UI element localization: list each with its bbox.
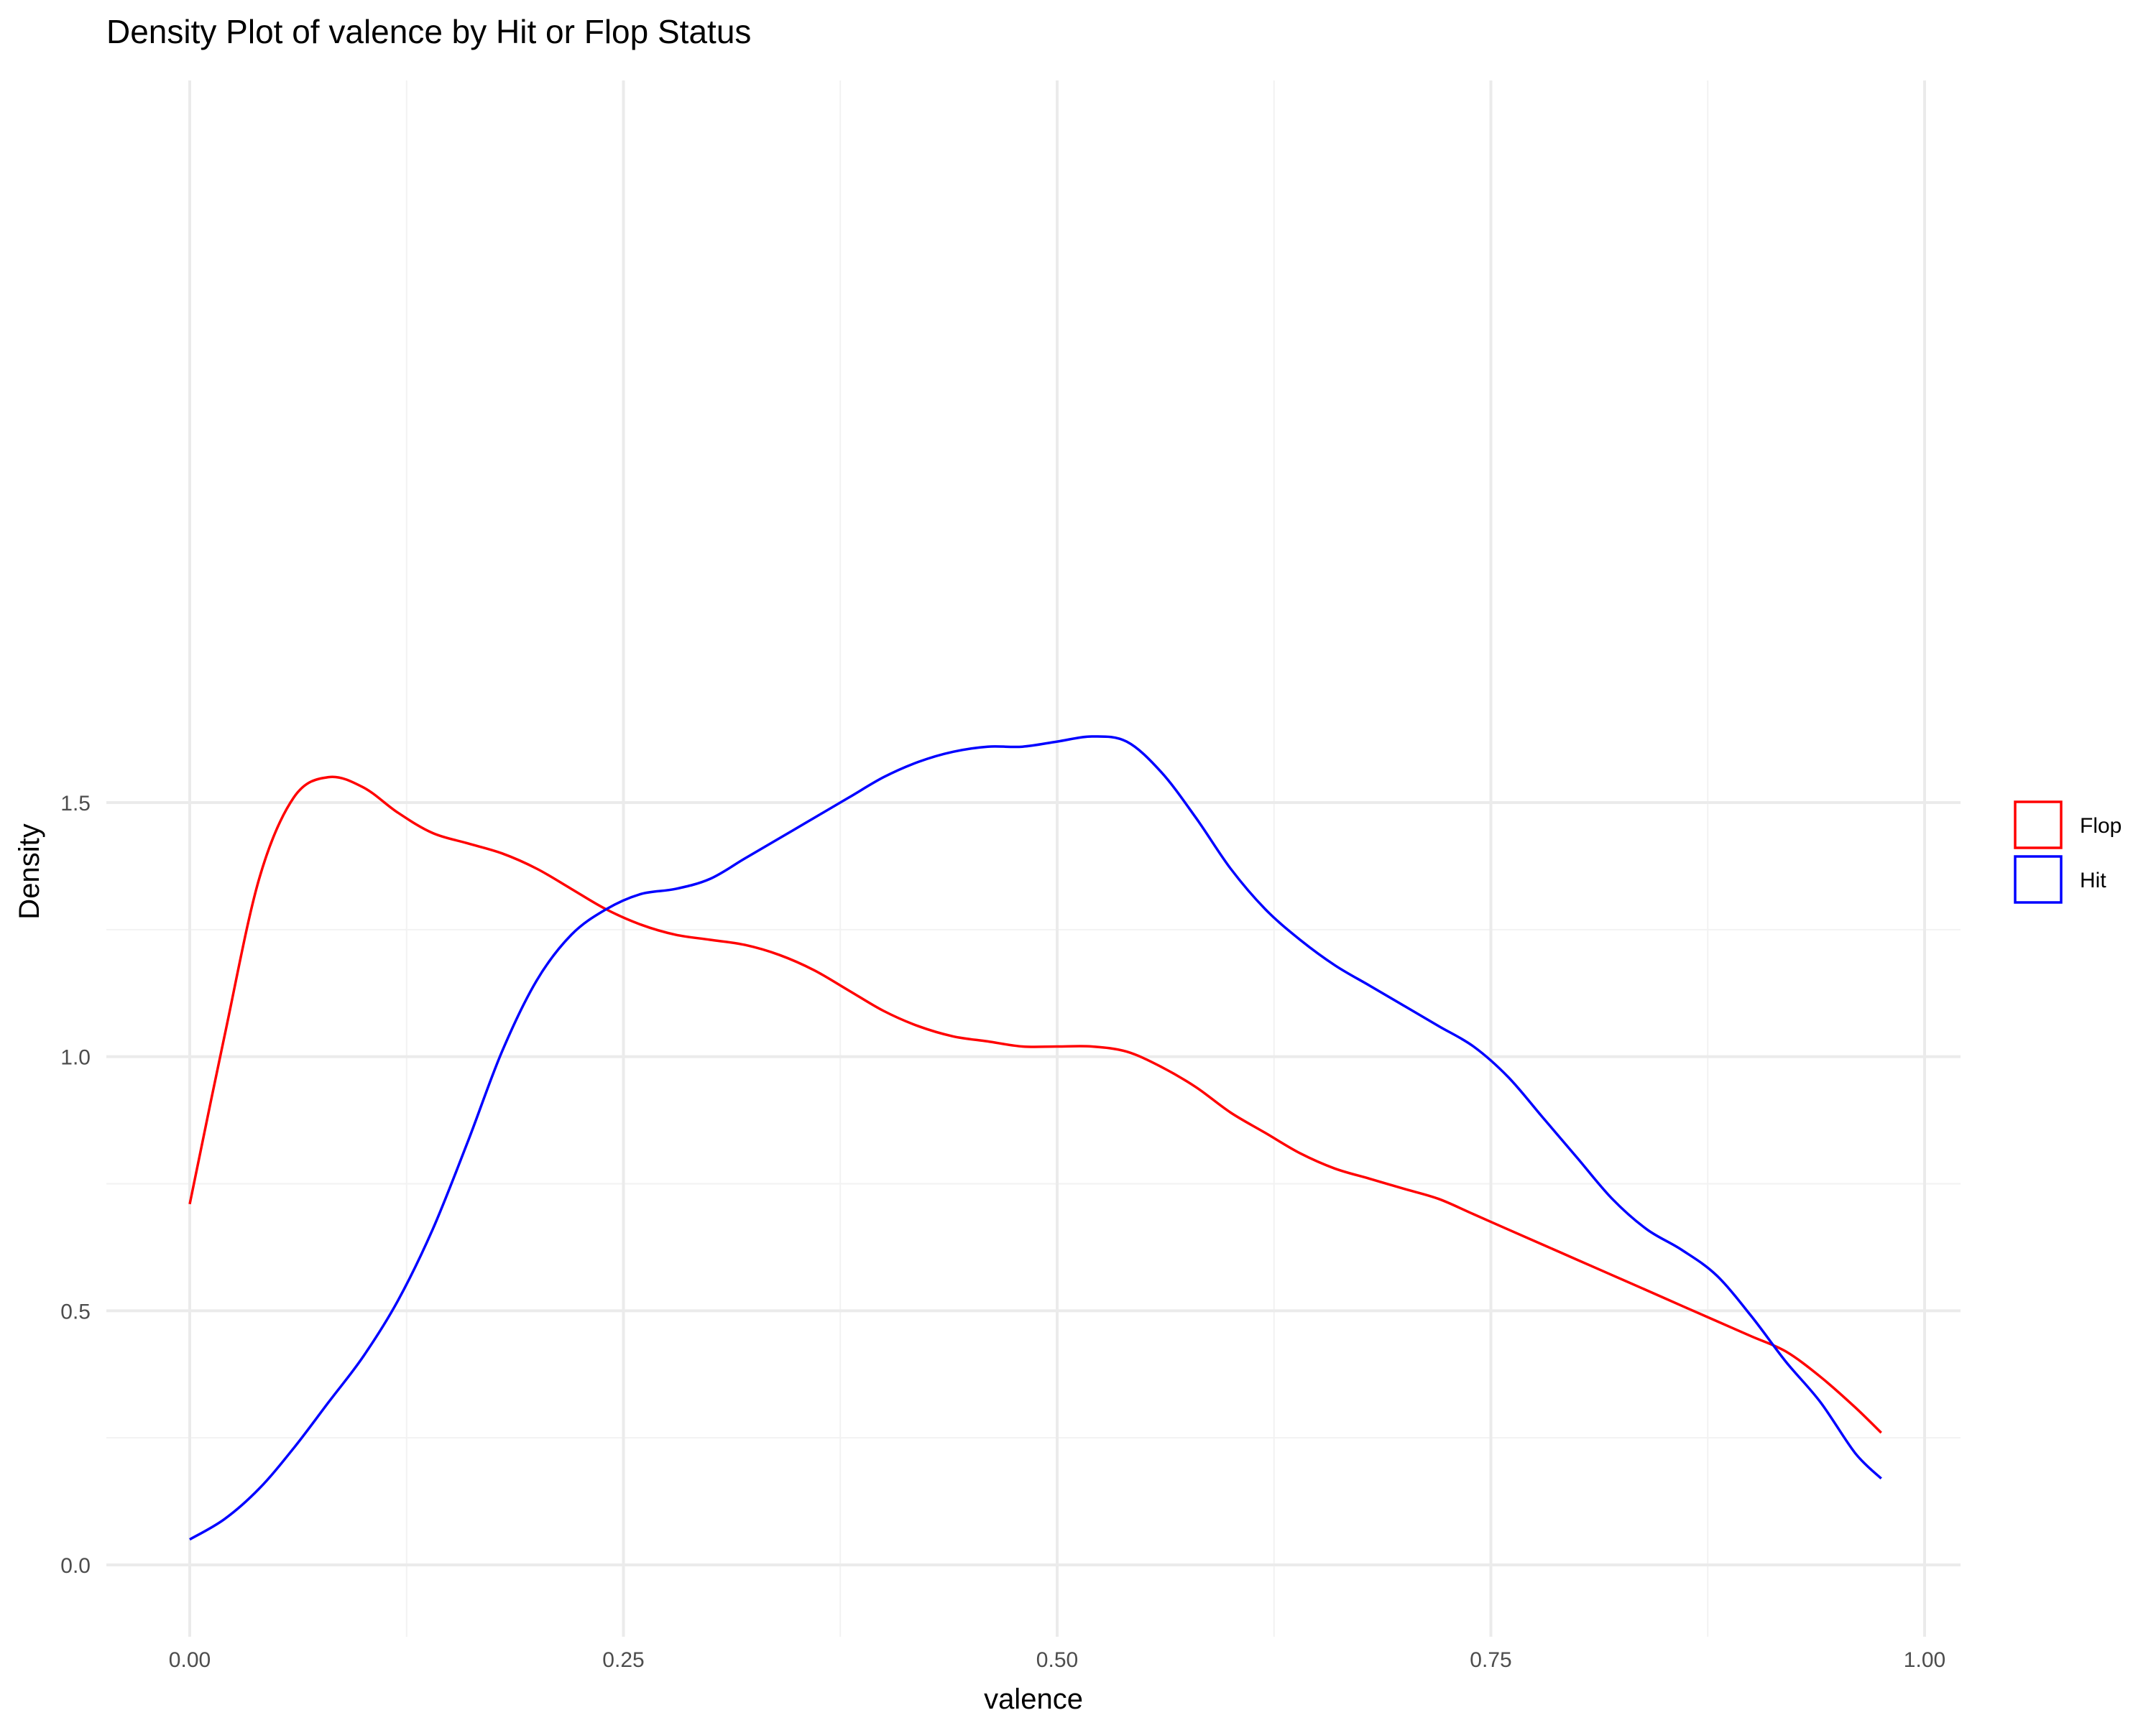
density-line-hit	[189, 735, 1882, 1541]
x-tick-label: 0.50	[1036, 1648, 1078, 1672]
legend-item-hit: Hit	[2014, 855, 2106, 904]
x-axis-ticks: 0.00 0.25 0.50 0.75 1.00	[169, 1648, 1945, 1672]
legend-item-flop: Flop	[2014, 800, 2122, 849]
y-tick-label: 0.0	[60, 1554, 91, 1578]
minor-gridlines	[106, 80, 1961, 1637]
density-line-flop	[188, 775, 1882, 1434]
x-tick-label: 0.25	[602, 1648, 644, 1672]
x-tick-label: 0.75	[1470, 1648, 1511, 1672]
y-tick-label: 1.5	[60, 792, 91, 816]
series-lines	[188, 735, 1882, 1541]
y-axis-title: Density	[14, 823, 45, 919]
legend-label-hit: Hit	[2080, 869, 2106, 892]
x-axis-title: valence	[984, 1683, 1083, 1715]
x-tick-label: 1.00	[1904, 1648, 1945, 1672]
legend-label-flop: Flop	[2080, 814, 2122, 838]
legend-key-flop	[2014, 800, 2063, 849]
legend-key-hit	[2014, 855, 2063, 904]
chart-title: Density Plot of valence by Hit or Flop S…	[106, 13, 751, 50]
y-tick-label: 1.0	[60, 1046, 91, 1070]
x-tick-label: 0.00	[169, 1648, 211, 1672]
y-tick-label: 0.5	[60, 1300, 91, 1323]
major-gridlines	[106, 80, 1961, 1637]
y-axis-ticks: 0.0 0.5 1.0 1.5	[60, 792, 91, 1578]
legend: Flop Hit	[2014, 800, 2122, 904]
